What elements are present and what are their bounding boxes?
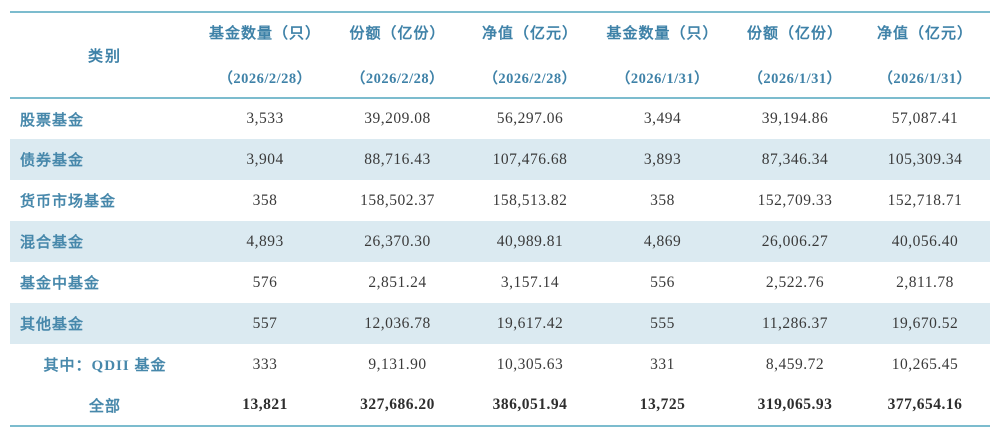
column-title: 净值（亿元） [481, 26, 578, 42]
column-title: 份额（亿份） [349, 26, 446, 42]
column-date: （2026/1/31） [878, 71, 972, 87]
cell-value: 2,851.24 [368, 273, 427, 291]
cell-value: 13,725 [639, 396, 686, 413]
table-row-other-funds: 其他基金 557 12,036.78 19,617.42 555 11,286.… [10, 303, 990, 344]
row-category: 货币市场基金 [20, 194, 117, 210]
cell-value: 333 [252, 355, 278, 373]
table-row-total: 全部 13,821 327,686.20 386,051.94 13,725 3… [10, 385, 990, 426]
cell-value: 327,686.20 [360, 396, 435, 413]
row-category: 其中：QDII 基金 [43, 358, 167, 374]
cell-value: 3,893 [643, 150, 682, 168]
cell-value: 40,056.40 [891, 232, 959, 250]
row-category: 全部 [88, 398, 121, 415]
column-date: （2026/2/28） [350, 71, 445, 87]
column-header-category: 类别 [10, 12, 200, 98]
table-row-bond-funds: 债券基金 3,904 88,716.43 107,476.68 3,893 87… [10, 139, 990, 180]
column-date: （2026/1/31） [748, 71, 842, 87]
column-date: （2026/1/31） [615, 71, 710, 87]
cell-value: 105,309.34 [887, 150, 963, 168]
cell-value: 4,869 [643, 232, 682, 250]
table-row-money-market-funds: 货币市场基金 358 158,502.37 158,513.82 358 152… [10, 180, 990, 221]
cell-value: 331 [650, 355, 675, 373]
cell-value: 88,716.43 [364, 150, 431, 168]
cell-value: 26,370.30 [364, 232, 431, 250]
cell-value: 358 [252, 191, 278, 209]
column-title: 基金数量（只） [208, 26, 321, 42]
column-header-count-current: 基金数量（只） （2026/2/28） [200, 12, 330, 98]
cell-value: 556 [650, 273, 675, 291]
cell-value: 19,670.52 [891, 314, 959, 332]
cell-value: 39,194.86 [761, 110, 829, 127]
cell-value: 358 [650, 191, 675, 209]
column-header-shares-current: 份额（亿份） （2026/2/28） [330, 12, 465, 98]
cell-value: 40,989.81 [496, 232, 564, 250]
header-row: 类别 基金数量（只） （2026/2/28） 份额（亿份） （2026/2/28… [10, 12, 990, 98]
cell-value: 152,718.71 [887, 191, 963, 209]
column-header-nav-prior: 净值（亿元） （2026/1/31） [860, 12, 990, 98]
cell-value: 13,821 [242, 396, 288, 413]
cell-value: 576 [252, 273, 278, 291]
cell-value: 319,065.93 [757, 396, 833, 413]
cell-value: 158,502.37 [360, 191, 435, 209]
column-header-count-prior: 基金数量（只） （2026/1/31） [595, 12, 730, 98]
table-row-equity-funds: 股票基金 3,533 39,209.08 56,297.06 3,494 39,… [10, 98, 990, 139]
fund-statistics-table: 类别 基金数量（只） （2026/2/28） 份额（亿份） （2026/2/28… [10, 11, 990, 427]
cell-value: 386,051.94 [492, 396, 568, 413]
row-category: 其他基金 [20, 317, 85, 333]
cell-value: 11,286.37 [762, 314, 828, 332]
cell-value: 9,131.90 [368, 355, 427, 373]
cell-value: 4,893 [246, 232, 284, 250]
cell-value: 3,904 [246, 150, 284, 168]
column-header-shares-prior: 份额（亿份） （2026/1/31） [730, 12, 860, 98]
cell-value: 39,209.08 [364, 110, 431, 127]
table-row-hybrid-funds: 混合基金 4,893 26,370.30 40,989.81 4,869 26,… [10, 221, 990, 262]
cell-value: 19,617.42 [496, 314, 564, 332]
cell-value: 2,522.76 [765, 273, 825, 291]
cell-value: 8,459.72 [765, 355, 825, 373]
table-body: 股票基金 3,533 39,209.08 56,297.06 3,494 39,… [10, 98, 990, 426]
table-header: 类别 基金数量（只） （2026/2/28） 份额（亿份） （2026/2/28… [10, 12, 990, 98]
column-date: （2026/2/28） [483, 71, 577, 87]
row-category: 债券基金 [20, 153, 85, 169]
table-row-qdii-funds: 其中：QDII 基金 333 9,131.90 10,305.63 331 8,… [10, 344, 990, 385]
cell-value: 2,811.78 [896, 273, 954, 291]
row-category: 基金中基金 [20, 276, 101, 292]
cell-value: 158,513.82 [492, 191, 568, 209]
cell-value: 26,006.27 [761, 232, 829, 250]
column-title: 份额（亿份） [746, 26, 843, 42]
column-title: 基金数量（只） [606, 26, 719, 42]
category-header-label: 类别 [87, 48, 122, 65]
cell-value: 87,346.34 [761, 150, 829, 168]
cell-value: 10,305.63 [496, 355, 564, 373]
column-title: 净值（亿元） [876, 26, 973, 42]
cell-value: 557 [252, 314, 278, 332]
column-header-nav-current: 净值（亿元） （2026/2/28） [465, 12, 595, 98]
cell-value: 555 [650, 314, 675, 332]
cell-value: 57,087.41 [891, 110, 959, 127]
cell-value: 3,533 [246, 110, 284, 127]
cell-value: 107,476.68 [492, 150, 568, 168]
cell-value: 377,654.16 [887, 396, 963, 413]
cell-value: 3,494 [643, 110, 682, 127]
cell-value: 12,036.78 [364, 314, 431, 332]
cell-value: 10,265.45 [891, 355, 959, 373]
table-row-fund-of-funds: 基金中基金 576 2,851.24 3,157.14 556 2,522.76… [10, 262, 990, 303]
cell-value: 152,709.33 [757, 191, 833, 209]
column-date: （2026/2/28） [218, 71, 312, 87]
cell-value: 3,157.14 [500, 273, 560, 291]
cell-value: 56,297.06 [496, 110, 564, 127]
row-category: 股票基金 [20, 112, 85, 129]
row-category: 混合基金 [20, 235, 85, 251]
